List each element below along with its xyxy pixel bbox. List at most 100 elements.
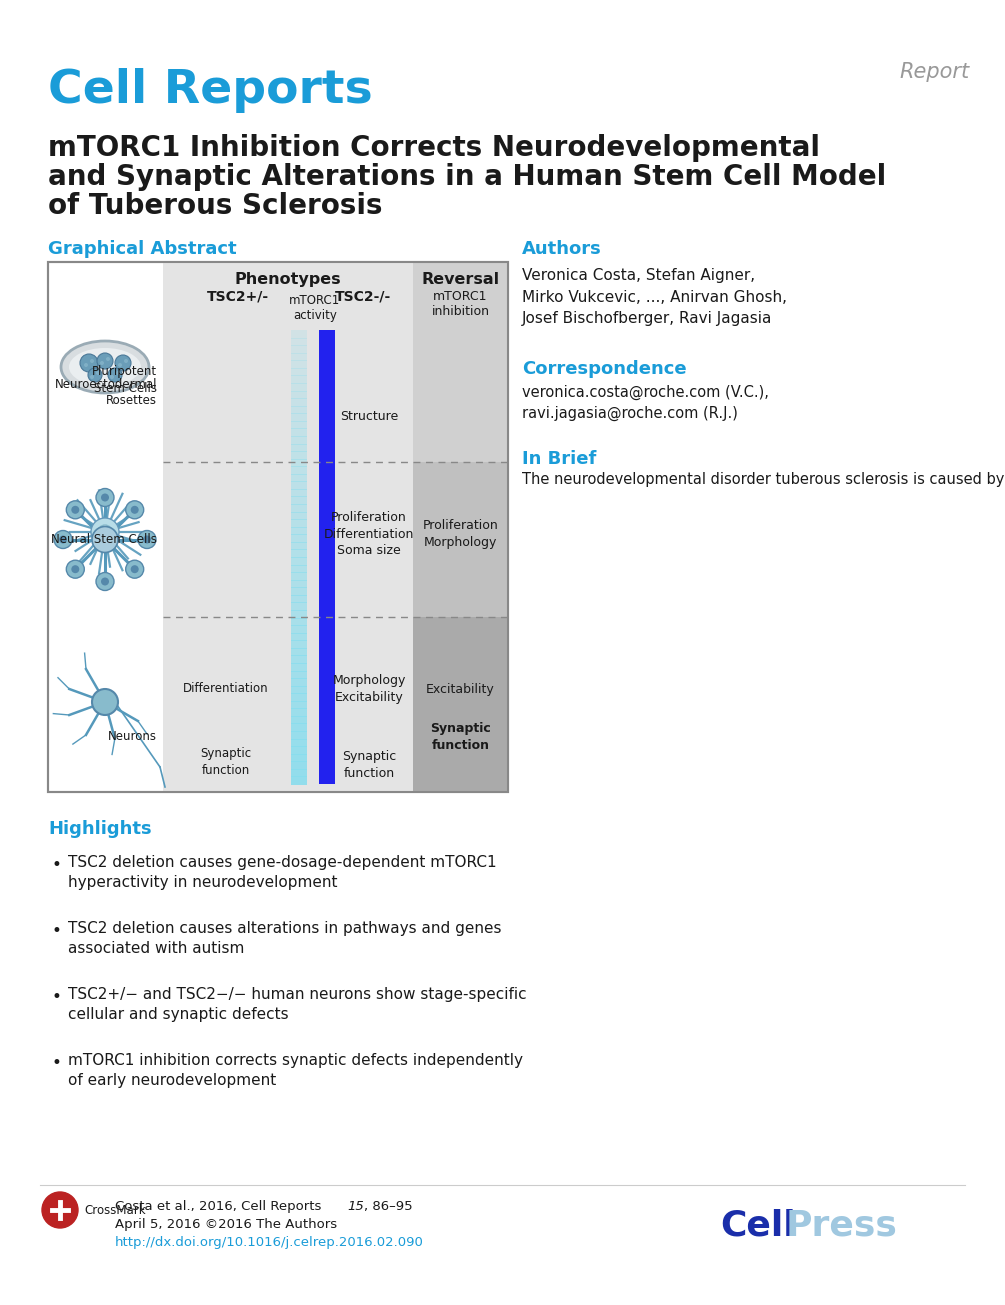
Bar bbox=[291, 489, 307, 497]
Text: Proliferation
Morphology: Proliferation Morphology bbox=[423, 519, 498, 548]
Text: Proliferation
Differentiation
Soma size: Proliferation Differentiation Soma size bbox=[324, 512, 414, 557]
Circle shape bbox=[143, 535, 151, 543]
Circle shape bbox=[90, 375, 94, 378]
Bar bbox=[163, 262, 413, 792]
Bar bbox=[291, 663, 307, 672]
Bar bbox=[291, 444, 307, 452]
Circle shape bbox=[84, 363, 88, 367]
Bar bbox=[291, 716, 307, 724]
Bar bbox=[291, 617, 307, 626]
Text: Reversal: Reversal bbox=[421, 271, 499, 287]
Bar bbox=[291, 655, 307, 664]
Text: •: • bbox=[51, 1054, 61, 1071]
Bar bbox=[291, 761, 307, 770]
Text: Authors: Authors bbox=[522, 240, 602, 258]
Bar bbox=[48, 262, 508, 792]
Bar bbox=[291, 368, 307, 376]
Bar bbox=[291, 352, 307, 361]
Text: •: • bbox=[51, 856, 61, 874]
Circle shape bbox=[106, 358, 110, 361]
Text: Costa et al., 2016, Cell Reports: Costa et al., 2016, Cell Reports bbox=[115, 1201, 326, 1214]
Text: TSC2+/-: TSC2+/- bbox=[207, 290, 269, 304]
Bar bbox=[291, 542, 307, 551]
Circle shape bbox=[126, 501, 144, 519]
Bar bbox=[291, 625, 307, 634]
Bar bbox=[291, 603, 307, 611]
Text: TSC2 deletion causes alterations in pathways and genes
associated with autism: TSC2 deletion causes alterations in path… bbox=[68, 921, 501, 957]
Bar bbox=[291, 647, 307, 656]
Bar bbox=[413, 462, 508, 617]
Bar bbox=[291, 609, 307, 619]
Bar bbox=[291, 534, 307, 543]
Circle shape bbox=[59, 535, 67, 543]
Text: April 5, 2016 ©2016 The Authors: April 5, 2016 ©2016 The Authors bbox=[115, 1218, 337, 1231]
Bar bbox=[291, 641, 307, 649]
Text: •: • bbox=[51, 923, 61, 940]
Text: Graphical Abstract: Graphical Abstract bbox=[48, 240, 236, 258]
Bar bbox=[291, 671, 307, 679]
Bar bbox=[291, 595, 307, 603]
Bar bbox=[291, 382, 307, 391]
Bar bbox=[291, 428, 307, 437]
Circle shape bbox=[42, 1191, 78, 1228]
Bar bbox=[291, 776, 307, 786]
Bar bbox=[291, 420, 307, 429]
Bar bbox=[291, 390, 307, 399]
Bar bbox=[291, 512, 307, 521]
Ellipse shape bbox=[69, 348, 141, 386]
Circle shape bbox=[102, 529, 108, 535]
Circle shape bbox=[110, 375, 114, 378]
Bar bbox=[291, 406, 307, 414]
Text: Differentiation: Differentiation bbox=[183, 683, 268, 696]
Text: of Tuberous Sclerosis: of Tuberous Sclerosis bbox=[48, 192, 383, 221]
Circle shape bbox=[92, 689, 118, 715]
Text: Correspondence: Correspondence bbox=[522, 360, 686, 378]
Bar bbox=[291, 338, 307, 346]
Text: TSC2+/− and TSC2−/− human neurons show stage-specific
cellular and synaptic defe: TSC2+/− and TSC2−/− human neurons show s… bbox=[68, 987, 527, 1022]
Text: Veronica Costa, Stefan Aigner,
Mirko Vukcevic, ..., Anirvan Ghosh,
Josef Bischof: Veronica Costa, Stefan Aigner, Mirko Vuk… bbox=[522, 268, 787, 326]
Bar bbox=[319, 330, 335, 784]
Circle shape bbox=[71, 506, 79, 514]
Circle shape bbox=[80, 354, 98, 372]
Circle shape bbox=[118, 363, 122, 367]
Bar bbox=[291, 482, 307, 489]
Ellipse shape bbox=[61, 341, 149, 393]
Bar bbox=[291, 345, 307, 354]
Text: In Brief: In Brief bbox=[522, 450, 596, 468]
Bar bbox=[291, 527, 307, 535]
Bar bbox=[291, 587, 307, 596]
Bar bbox=[291, 679, 307, 686]
Bar bbox=[413, 617, 508, 792]
Bar bbox=[291, 549, 307, 559]
Bar bbox=[291, 633, 307, 641]
Circle shape bbox=[108, 368, 122, 382]
Text: veronica.costa@roche.com (V.C.),
ravi.jagasia@roche.com (R.J.): veronica.costa@roche.com (V.C.), ravi.ja… bbox=[522, 385, 769, 422]
Circle shape bbox=[131, 506, 139, 514]
Circle shape bbox=[98, 525, 112, 539]
Text: Synaptic
function: Synaptic function bbox=[200, 748, 251, 776]
Text: TSC2 deletion causes gene-dosage-dependent mTORC1
hyperactivity in neurodevelopm: TSC2 deletion causes gene-dosage-depende… bbox=[68, 855, 496, 890]
Circle shape bbox=[115, 355, 131, 371]
Bar bbox=[291, 398, 307, 407]
Circle shape bbox=[91, 518, 119, 545]
Bar bbox=[291, 739, 307, 748]
Circle shape bbox=[66, 501, 84, 519]
Circle shape bbox=[100, 578, 109, 586]
Circle shape bbox=[116, 371, 120, 375]
Text: Report: Report bbox=[899, 63, 970, 82]
Text: Neural Stem Cells: Neural Stem Cells bbox=[51, 532, 157, 545]
Bar bbox=[291, 519, 307, 527]
Bar bbox=[291, 565, 307, 573]
Text: mTORC1
inhibition: mTORC1 inhibition bbox=[431, 290, 489, 318]
Bar bbox=[413, 262, 508, 462]
Text: Morphology
Excitability: Morphology Excitability bbox=[333, 675, 406, 703]
Circle shape bbox=[71, 565, 79, 573]
Bar bbox=[291, 466, 307, 475]
Bar bbox=[291, 414, 307, 422]
Circle shape bbox=[92, 526, 118, 552]
Text: Cell Reports: Cell Reports bbox=[48, 68, 373, 114]
Text: Synaptic
function: Synaptic function bbox=[430, 722, 490, 752]
Bar bbox=[291, 723, 307, 732]
Bar bbox=[291, 754, 307, 762]
Text: http://dx.doi.org/10.1016/j.celrep.2016.02.090: http://dx.doi.org/10.1016/j.celrep.2016.… bbox=[115, 1236, 424, 1249]
